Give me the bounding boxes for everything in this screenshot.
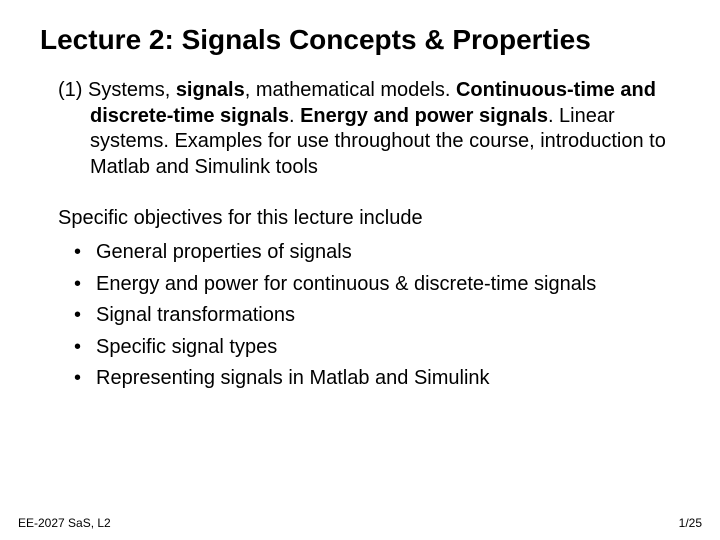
text-segment: , mathematical models.	[245, 79, 456, 101]
list-item: Specific signal types	[74, 335, 672, 361]
list-item: Energy and power for continuous & discre…	[74, 272, 672, 298]
list-item: Representing signals in Matlab and Simul…	[74, 366, 672, 392]
list-item: General properties of signals	[74, 240, 672, 266]
intro-paragraph: (1) Systems, signals, mathematical model…	[58, 78, 672, 180]
bold-segment: signals	[176, 79, 245, 101]
footer-right: 1/25	[679, 516, 702, 530]
slide-body: (1) Systems, signals, mathematical model…	[48, 78, 672, 392]
footer-left: EE-2027 SaS, L2	[18, 516, 111, 530]
text-segment: .	[289, 105, 300, 127]
item-number: (1)	[58, 79, 82, 101]
slide-title: Lecture 2: Signals Concepts & Properties	[40, 24, 672, 56]
objectives-heading: Specific objectives for this lecture inc…	[58, 206, 672, 232]
slide: Lecture 2: Signals Concepts & Properties…	[0, 0, 720, 540]
slide-footer: EE-2027 SaS, L2 1/25	[0, 516, 720, 530]
text-segment: Systems,	[82, 79, 175, 101]
bold-segment: Energy and power signals	[300, 105, 548, 127]
list-item: Signal transformations	[74, 303, 672, 329]
objectives-list: General properties of signals Energy and…	[58, 240, 672, 392]
